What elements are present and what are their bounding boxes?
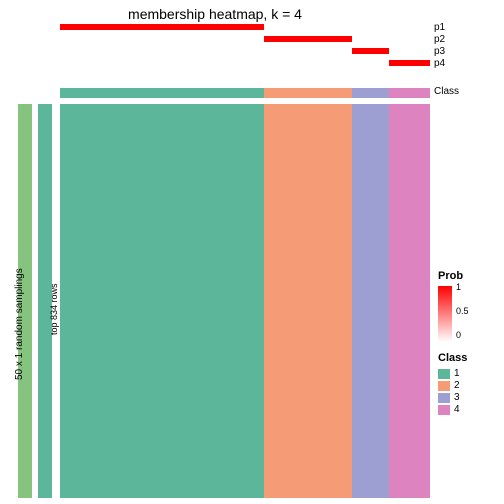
prob-color-ramp: 10.50 <box>438 286 452 342</box>
p-label-p2: p2 <box>434 34 445 45</box>
sampling-label: 50 x 1 random samplings <box>14 268 25 380</box>
class-row-label: Class <box>434 86 459 97</box>
legend-swatch <box>438 369 450 379</box>
heat-col-2 <box>264 104 353 498</box>
class-seg-3 <box>352 88 389 98</box>
heatmap-figure: membership heatmap, k = 4 p1p2p3p4 Class… <box>0 0 504 504</box>
class-legend-item: 1 <box>438 368 467 379</box>
class-legend-title: Class <box>438 352 467 364</box>
gap-line <box>60 98 430 104</box>
p-label-p1: p1 <box>434 22 445 33</box>
prob-tick: 1 <box>456 282 461 292</box>
legend-swatch <box>438 405 450 415</box>
chart-title: membership heatmap, k = 4 <box>0 6 430 22</box>
p-label-p3: p3 <box>434 46 445 57</box>
prob-tick: 0.5 <box>456 306 469 316</box>
legend-label: 2 <box>454 380 460 391</box>
heat-col-3 <box>352 104 389 498</box>
prob-tick: 0 <box>456 330 461 340</box>
p-bar-p3 <box>352 48 389 54</box>
p-label-p4: p4 <box>434 58 445 69</box>
p-bar-p1 <box>60 24 264 30</box>
heat-col-4 <box>389 104 430 498</box>
legend-label: 4 <box>454 404 460 415</box>
membership-bars <box>60 24 430 82</box>
class-seg-4 <box>389 88 430 98</box>
class-seg-2 <box>264 88 353 98</box>
p-bar-p2 <box>264 36 353 42</box>
p-bar-p4 <box>389 60 430 66</box>
heat-col-1 <box>60 104 264 498</box>
class-seg-1 <box>60 88 264 98</box>
class-legend-item: 2 <box>438 380 467 391</box>
class-annotation-row <box>60 88 430 98</box>
legend-panel: Prob10.50Class1234 <box>438 270 467 416</box>
legend-swatch <box>438 393 450 403</box>
legend-swatch <box>438 381 450 391</box>
class-legend-item: 3 <box>438 392 467 403</box>
legend-label: 1 <box>454 368 460 379</box>
class-legend-item: 4 <box>438 404 467 415</box>
prob-legend-title: Prob <box>438 270 467 282</box>
heatmap-body <box>60 104 430 498</box>
class-legend: Class 1234 <box>438 352 467 415</box>
legend-label: 3 <box>454 392 460 403</box>
rows-label: top 834 rows <box>49 283 59 335</box>
